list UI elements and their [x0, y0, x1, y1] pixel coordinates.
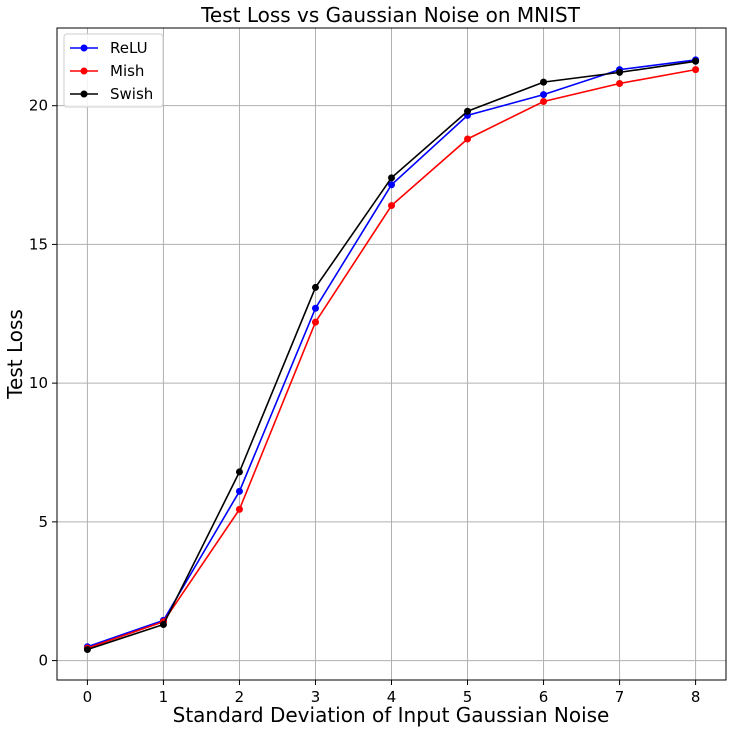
- series-layer: [83, 56, 700, 653]
- data-point-mish: [388, 202, 395, 210]
- legend-label-swish: Swish: [110, 85, 153, 103]
- data-point-mish: [540, 98, 548, 106]
- data-point-mish: [692, 66, 700, 74]
- data-point-relu: [235, 487, 243, 495]
- data-point-swish: [616, 68, 624, 76]
- legend-marker-mish: [80, 67, 88, 75]
- data-point-swish: [464, 107, 472, 115]
- x-tick-label: 1: [159, 688, 169, 706]
- legend-box: [63, 33, 164, 108]
- data-point-relu: [540, 91, 548, 99]
- y-tick-label: 20: [29, 97, 48, 115]
- data-point-swish: [311, 283, 319, 291]
- grid-lines: [57, 28, 726, 680]
- axis-ticks: 0 1 2 3 4 5 6 7 8 0 5 10 15 20: [29, 97, 700, 706]
- x-tick-label: 5: [463, 688, 473, 706]
- data-point-swish: [159, 621, 167, 629]
- y-axis-label: Test Loss: [3, 309, 27, 400]
- y-tick-label: 0: [38, 652, 48, 670]
- y-tick-label: 15: [29, 235, 48, 253]
- data-point-relu: [311, 304, 319, 312]
- data-point-swish: [388, 174, 395, 182]
- x-tick-label: 2: [235, 688, 245, 706]
- legend-label-mish: Mish: [110, 62, 144, 80]
- x-axis-label: Standard Deviation of Input Gaussian Noi…: [173, 703, 610, 727]
- legend: ReLU Mish Swish: [63, 33, 164, 108]
- x-tick-label: 8: [691, 688, 701, 706]
- data-point-swish: [540, 78, 548, 86]
- data-point-mish: [311, 318, 319, 326]
- data-point-swish: [692, 57, 700, 65]
- y-tick-label: 5: [38, 513, 48, 531]
- data-point-swish: [235, 468, 243, 476]
- legend-label-relu: ReLU: [110, 39, 148, 57]
- data-point-mish: [235, 505, 243, 513]
- legend-marker-relu: [80, 44, 88, 52]
- data-point-mish: [616, 79, 624, 87]
- x-tick-label: 6: [539, 688, 549, 706]
- legend-marker-swish: [80, 90, 88, 98]
- y-tick-label: 10: [29, 374, 48, 392]
- x-tick-label: 7: [615, 688, 625, 706]
- data-point-swish: [83, 645, 91, 653]
- chart-title: Test Loss vs Gaussian Noise on MNIST: [200, 3, 581, 27]
- data-point-mish: [464, 135, 472, 143]
- x-tick-label: 0: [83, 688, 93, 706]
- data-point-relu: [388, 181, 395, 189]
- x-tick-label: 3: [311, 688, 321, 706]
- x-tick-label: 4: [387, 688, 397, 706]
